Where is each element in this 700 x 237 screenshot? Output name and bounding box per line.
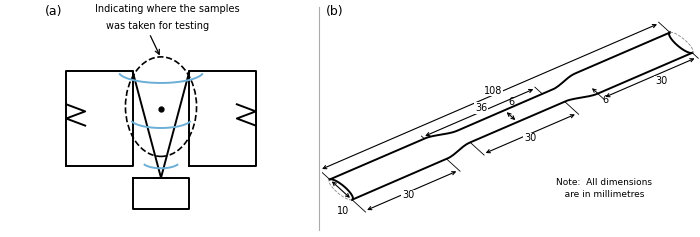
Text: 30: 30 (655, 76, 667, 86)
Text: Indicating where the samples: Indicating where the samples (94, 4, 239, 14)
Text: 108: 108 (484, 86, 503, 96)
Text: 6: 6 (508, 97, 514, 107)
Text: 6: 6 (593, 89, 608, 105)
Text: (a): (a) (45, 5, 62, 18)
Text: 10: 10 (337, 206, 349, 216)
Text: 36: 36 (475, 103, 487, 113)
Text: was taken for testing: was taken for testing (106, 21, 209, 31)
Text: 30: 30 (402, 190, 414, 201)
Text: (b): (b) (326, 5, 344, 18)
Text: Note:  All dimensions
   are in millimetres: Note: All dimensions are in millimetres (556, 178, 652, 199)
Text: 30: 30 (524, 133, 536, 143)
